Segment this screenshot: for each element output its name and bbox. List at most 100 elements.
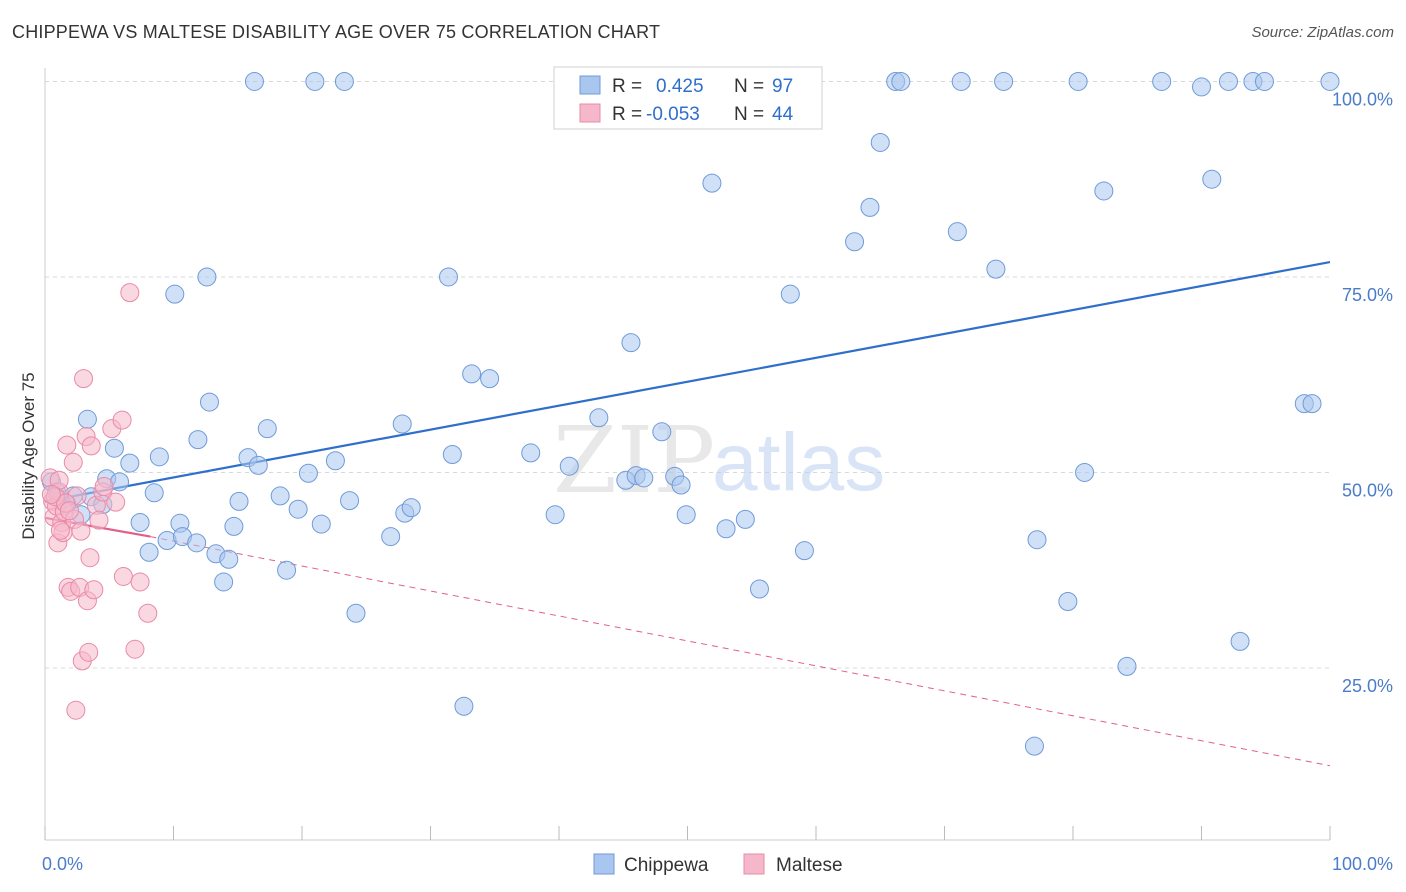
point-maltese-35	[130, 572, 150, 592]
series-legend: Chippewa Maltese	[593, 853, 843, 876]
point-chippewa-50	[454, 696, 474, 716]
point-maltese-34	[125, 639, 145, 659]
stats-n-value-maltese: 44	[772, 104, 794, 125]
point-chippewa-79	[994, 71, 1014, 91]
point-chippewa-54	[545, 505, 565, 525]
point-maltese-26	[89, 510, 109, 530]
point-maltese-33	[120, 283, 140, 303]
point-chippewa-48	[438, 267, 458, 287]
point-chippewa-45	[392, 414, 412, 434]
point-chippewa-6	[77, 409, 97, 429]
point-chippewa-34	[270, 486, 290, 506]
watermark-atlas: atlas	[712, 417, 885, 508]
stats-r-value-maltese: -0.053	[646, 104, 700, 125]
tick-labels: 25.0% 50.0% 75.0% 100.0% 0.0% 100.0%	[42, 89, 1393, 874]
point-chippewa-78	[986, 259, 1006, 279]
point-maltese-40	[66, 700, 86, 720]
point-maltese-42	[41, 484, 61, 504]
point-chippewa-55	[559, 456, 579, 476]
point-chippewa-64	[676, 505, 696, 525]
point-maltese-36	[138, 603, 158, 623]
point-maltese-18	[74, 369, 94, 389]
point-chippewa-63	[671, 475, 691, 495]
point-chippewa-42	[340, 491, 360, 511]
point-chippewa-14	[139, 542, 159, 562]
point-chippewa-13	[130, 513, 150, 533]
point-chippewa-80	[1024, 736, 1044, 756]
point-chippewa-95	[1320, 71, 1340, 91]
point-chippewa-87	[1152, 71, 1172, 91]
point-chippewa-15	[144, 483, 164, 503]
point-chippewa-27	[219, 549, 239, 569]
point-chippewa-52	[480, 369, 500, 389]
point-chippewa-94	[1302, 394, 1322, 414]
point-chippewa-68	[749, 579, 769, 599]
y-tick-label-2: 75.0%	[1342, 285, 1393, 305]
point-chippewa-36	[288, 499, 308, 519]
point-chippewa-47	[401, 498, 421, 518]
y-tick-label-1: 50.0%	[1342, 480, 1393, 500]
point-chippewa-38	[305, 71, 325, 91]
point-maltese-43	[50, 520, 70, 540]
point-chippewa-44	[381, 527, 401, 547]
watermark: ZIP atlas	[553, 407, 885, 514]
trend-line-maltese-dashed	[150, 536, 1331, 767]
point-chippewa-77	[951, 71, 971, 91]
point-chippewa-53	[521, 443, 541, 463]
grid-lines	[45, 80, 1330, 669]
point-chippewa-66	[716, 519, 736, 539]
point-chippewa-58	[621, 333, 641, 353]
point-chippewa-32	[248, 455, 268, 475]
axes	[44, 68, 1331, 841]
stats-swatch-maltese	[579, 103, 601, 123]
stats-legend: R = 0.425 N = 97 R = -0.053 N = 44	[553, 66, 823, 130]
point-maltese-9	[57, 435, 77, 455]
point-chippewa-67	[735, 509, 755, 529]
point-chippewa-96	[1254, 71, 1274, 91]
point-maltese-12	[63, 452, 83, 472]
point-chippewa-90	[1218, 71, 1238, 91]
point-chippewa-83	[1075, 462, 1095, 482]
point-chippewa-71	[845, 232, 865, 252]
point-chippewa-26	[214, 572, 234, 592]
point-chippewa-28	[224, 516, 244, 536]
point-maltese-23	[81, 436, 101, 456]
stats-r-label-maltese: R =	[612, 104, 642, 125]
point-chippewa-49	[442, 444, 462, 464]
point-chippewa-33	[257, 419, 277, 439]
point-maltese-28	[94, 477, 114, 497]
x-tick-label-1: 100.0%	[1332, 854, 1393, 874]
point-chippewa-51	[462, 364, 482, 384]
source-credit: Source: ZipAtlas.com	[1251, 24, 1394, 41]
point-chippewa-84	[1058, 591, 1078, 611]
legend-label-maltese: Maltese	[776, 855, 843, 876]
y-axis-label: Disability Age Over 75	[19, 372, 38, 539]
point-chippewa-61	[652, 422, 672, 442]
chart-title: CHIPPEWA VS MALTESE DISABILITY AGE OVER …	[12, 22, 661, 42]
x-tick-label-0: 0.0%	[42, 854, 83, 874]
point-chippewa-18	[165, 284, 185, 304]
point-chippewa-21	[187, 533, 207, 553]
stats-n-value-chippewa: 97	[772, 76, 793, 97]
watermark-zip: ZIP	[553, 407, 715, 514]
stats-swatch-chippewa	[579, 75, 601, 95]
y-tick-label-3: 100.0%	[1332, 89, 1393, 109]
point-chippewa-10	[104, 438, 124, 458]
point-maltese-22	[80, 548, 100, 568]
stats-r-label-chippewa: R =	[612, 76, 642, 97]
point-chippewa-29	[229, 491, 249, 511]
point-chippewa-69	[780, 284, 800, 304]
point-chippewa-89	[1202, 169, 1222, 189]
legend-swatch-chippewa	[593, 853, 615, 875]
point-maltese-16	[71, 521, 91, 541]
point-maltese-21	[79, 642, 99, 662]
stats-n-label-maltese: N =	[734, 104, 764, 125]
point-chippewa-91	[1230, 631, 1250, 651]
point-chippewa-41	[334, 71, 354, 91]
point-chippewa-16	[149, 447, 169, 467]
point-chippewa-75	[891, 71, 911, 91]
point-chippewa-73	[870, 132, 890, 152]
point-chippewa-60	[634, 468, 654, 488]
point-chippewa-31	[244, 71, 264, 91]
